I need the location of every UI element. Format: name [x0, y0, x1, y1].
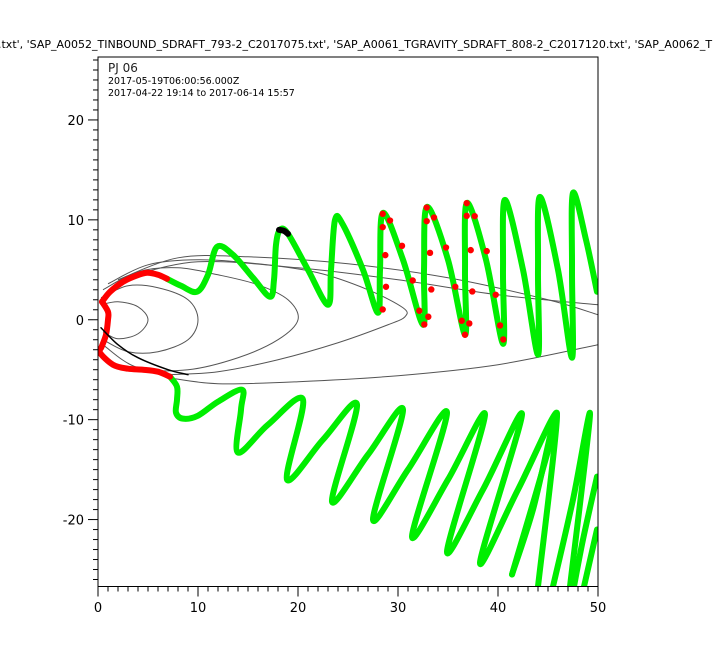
- y-tick-label: 0: [76, 314, 84, 329]
- red-marker: [425, 313, 432, 320]
- red-marker: [461, 331, 469, 338]
- trajectory-line: [164, 189, 598, 361]
- trajectory-line: [509, 410, 561, 587]
- red-marker: [430, 214, 438, 221]
- red-marker: [382, 251, 389, 259]
- red-marker: [442, 244, 450, 251]
- field-line: [167, 344, 598, 385]
- red-marker: [496, 322, 504, 329]
- field-line: [102, 267, 299, 372]
- y-tick-label: -10: [63, 414, 84, 429]
- field-line: [107, 259, 408, 376]
- y-tick-label: -20: [63, 514, 84, 529]
- red-marker: [398, 242, 406, 250]
- red-marker: [492, 291, 499, 298]
- red-marker: [469, 288, 476, 295]
- trajectory-line: [581, 526, 598, 587]
- trajectory-line: [98, 298, 173, 380]
- annotation-orbit: PJ 06: [108, 61, 138, 75]
- red-marker: [458, 317, 465, 324]
- x-tick-label: 10: [190, 601, 207, 616]
- trajectory-line: [276, 226, 291, 237]
- x-tick-label: 50: [590, 601, 607, 616]
- red-marker: [467, 246, 474, 254]
- field-lines: [100, 254, 598, 385]
- trajectory-line: [100, 326, 189, 376]
- red-marker: [426, 249, 434, 257]
- x-tick-label: 0: [94, 601, 102, 616]
- y-tick-label: 10: [67, 214, 84, 229]
- red-marker: [379, 306, 386, 313]
- red-marker: [379, 210, 386, 218]
- x-tick-label: 20: [290, 601, 307, 616]
- red-marker: [423, 217, 430, 225]
- red-marker: [382, 283, 390, 290]
- trajectory-line: [99, 269, 170, 305]
- trajectory-series: [98, 189, 598, 587]
- x-tick-label: 30: [390, 601, 407, 616]
- red-markers: [379, 199, 507, 343]
- field-line: [100, 284, 199, 354]
- red-marker: [428, 286, 435, 293]
- red-marker: [379, 223, 386, 231]
- red-marker: [452, 283, 459, 290]
- y-tick-label: 20: [67, 114, 84, 129]
- x-tick-label: 40: [490, 601, 507, 616]
- red-marker: [416, 307, 423, 314]
- chart-title: .txt', 'SAP_A0052_TINBOUND_SDRAFT_793-2_…: [0, 38, 713, 51]
- annotation-range: 2017-04-22 19:14 to 2017-06-14 15:57: [108, 88, 295, 99]
- red-marker: [466, 320, 473, 327]
- red-marker: [423, 204, 430, 211]
- axes: 0 10 20 30 40 50 -20 -10 0 10 20: [63, 59, 607, 616]
- plot-frame: [97, 56, 599, 587]
- red-marker: [463, 212, 470, 220]
- red-marker: [421, 321, 428, 328]
- field-line: [117, 254, 598, 316]
- red-marker: [483, 247, 490, 255]
- trajectory-line: [167, 373, 560, 578]
- red-marker: [386, 217, 394, 224]
- red-marker: [471, 212, 478, 220]
- red-marker: [500, 336, 507, 343]
- field-line: [100, 301, 149, 340]
- trajectory-line: [550, 409, 593, 587]
- red-marker: [463, 199, 470, 207]
- annotation-time: 2017-05-19T06:00:56.000Z: [108, 76, 240, 87]
- red-marker: [409, 277, 416, 284]
- trajectory-line: [571, 473, 598, 587]
- field-line: [127, 261, 598, 306]
